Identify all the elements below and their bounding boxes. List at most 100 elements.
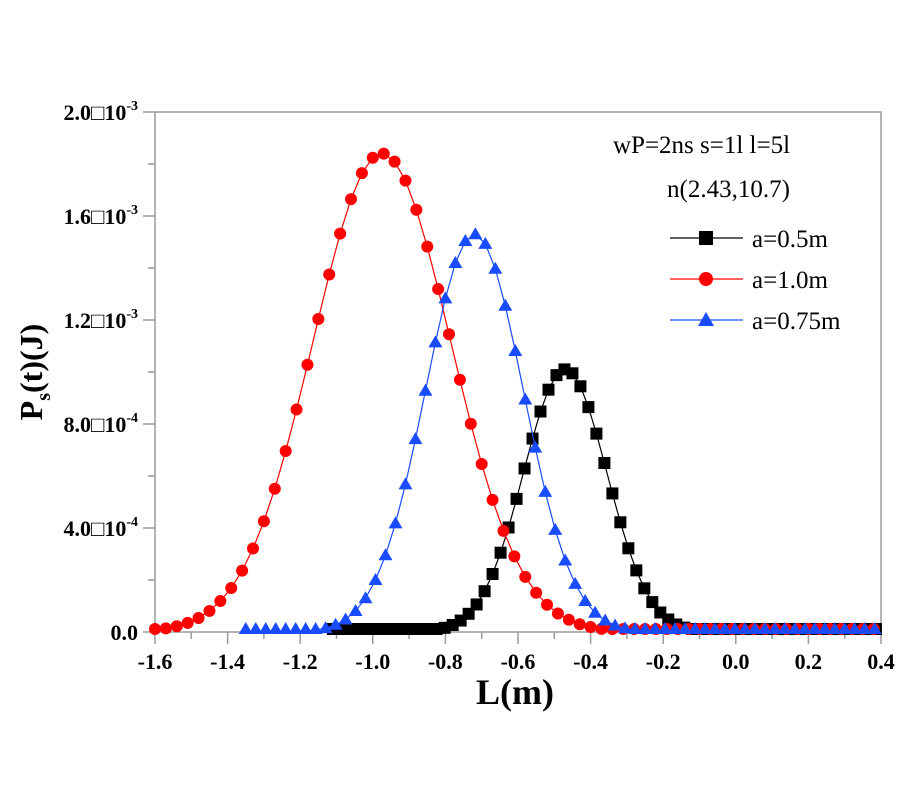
data-point-circle bbox=[410, 203, 423, 216]
data-point-square bbox=[566, 367, 579, 380]
data-point-triangle bbox=[308, 622, 323, 634]
series-a-0-75m bbox=[238, 227, 882, 634]
y-tick-label: 1.6□10-3 bbox=[64, 203, 138, 229]
data-point-circle bbox=[562, 613, 575, 626]
data-point-square bbox=[478, 585, 491, 598]
data-point-square bbox=[598, 457, 611, 469]
y-tick-exponent: -4 bbox=[126, 515, 138, 530]
data-point-triangle bbox=[538, 484, 553, 497]
x-tick-label: 0.0 bbox=[722, 649, 750, 674]
x-tick-label: -1.6 bbox=[138, 649, 173, 674]
legend-label: a=0.5m bbox=[752, 226, 828, 253]
data-point-triangle bbox=[707, 622, 722, 634]
data-point-triangle bbox=[857, 622, 872, 634]
legend-item: a=1.0m bbox=[670, 267, 828, 294]
legend-marker-circle bbox=[699, 272, 713, 286]
data-point-square bbox=[518, 462, 531, 475]
legend-item: a=0.75m bbox=[670, 308, 841, 335]
data-point-circle bbox=[584, 621, 597, 634]
data-point-triangle bbox=[258, 622, 273, 634]
data-point-circle bbox=[453, 373, 466, 386]
x-tick-label: -0.8 bbox=[428, 649, 463, 674]
data-point-triangle bbox=[568, 576, 583, 589]
data-point-circle bbox=[290, 403, 303, 416]
data-point-square bbox=[494, 546, 507, 559]
data-point-square bbox=[542, 383, 555, 396]
data-point-triangle bbox=[797, 622, 812, 634]
x-tick-labels: -1.6 -1.4 -1.2 -1.0 -0.8 -0.6 -0.4 -0.2 0.0 0.2 0.… bbox=[138, 649, 895, 674]
legend-item: a=0.5m bbox=[670, 226, 828, 253]
y-tick-exponent: -4 bbox=[126, 411, 138, 426]
data-point-triangle bbox=[508, 343, 523, 356]
data-point-circle bbox=[203, 604, 216, 617]
data-point-circle bbox=[323, 268, 336, 281]
y-tick-mantissa: 1.2□10 bbox=[64, 308, 127, 333]
data-point-circle bbox=[214, 595, 227, 608]
y-tick-exponent: -3 bbox=[126, 203, 138, 218]
data-point-triangle bbox=[837, 622, 852, 634]
data-point-circle bbox=[497, 524, 510, 537]
data-point-circle bbox=[573, 618, 586, 631]
data-point-triangle bbox=[278, 622, 293, 634]
data-point-square bbox=[510, 492, 523, 505]
y-tick-label: 4.0□10-4 bbox=[64, 515, 138, 541]
data-point-circle bbox=[464, 417, 477, 430]
data-point-triangle bbox=[378, 548, 393, 561]
data-point-triangle bbox=[498, 298, 513, 311]
legend-marker-square bbox=[699, 231, 713, 245]
data-point-triangle bbox=[478, 236, 493, 249]
data-point-triangle bbox=[737, 622, 752, 634]
y-axis-title: Ps(t)(J) bbox=[13, 324, 55, 421]
data-point-triangle bbox=[548, 522, 563, 535]
data-point-circle bbox=[268, 482, 281, 495]
data-point-circle bbox=[486, 493, 499, 506]
legend-marker-triangle bbox=[698, 312, 714, 326]
data-point-circle bbox=[247, 542, 260, 555]
data-point-circle bbox=[595, 622, 608, 635]
x-tick-label: -0.4 bbox=[573, 649, 608, 674]
data-point-triangle bbox=[787, 622, 802, 634]
data-point-triangle bbox=[747, 622, 762, 634]
data-point-triangle bbox=[488, 261, 503, 274]
data-point-square bbox=[622, 542, 635, 555]
data-point-triangle bbox=[338, 612, 353, 625]
data-point-triangle bbox=[638, 622, 653, 634]
data-point-triangle bbox=[528, 440, 543, 453]
data-point-circle bbox=[432, 283, 445, 296]
data-point-circle bbox=[159, 622, 172, 635]
legend-label: a=0.75m bbox=[752, 308, 841, 335]
data-point-square bbox=[630, 564, 643, 577]
data-point-triangle bbox=[368, 573, 383, 585]
data-point-circle bbox=[225, 582, 238, 595]
data-point-circle bbox=[170, 620, 183, 633]
data-point-circle bbox=[279, 445, 292, 458]
y-axis-title-text: Ps(t)(J) bbox=[13, 324, 55, 421]
data-point-triangle bbox=[348, 603, 363, 616]
data-point-triangle bbox=[687, 622, 702, 634]
y-tick-exponent: -3 bbox=[126, 99, 138, 114]
data-point-triangle bbox=[298, 622, 313, 634]
data-point-triangle bbox=[268, 622, 283, 634]
x-tick-label: -0.2 bbox=[646, 649, 681, 674]
data-point-square bbox=[606, 487, 619, 500]
data-point-triangle bbox=[238, 622, 253, 634]
data-point-triangle bbox=[618, 621, 633, 634]
data-point-circle bbox=[541, 598, 554, 611]
data-point-triangle bbox=[608, 618, 623, 631]
data-point-triangle bbox=[518, 392, 533, 405]
x-tick-label: -1.0 bbox=[355, 649, 390, 674]
data-point-triangle bbox=[817, 622, 832, 634]
data-point-triangle bbox=[358, 591, 373, 604]
data-point-triangle bbox=[697, 622, 712, 634]
data-point-triangle bbox=[757, 622, 772, 634]
data-point-square bbox=[638, 582, 651, 595]
data-point-triangle bbox=[398, 477, 413, 490]
data-point-circle bbox=[530, 586, 543, 599]
data-point-triangle bbox=[288, 622, 303, 634]
annotation-pulse-params: wP=2ns s=1l l=5l bbox=[613, 132, 790, 159]
data-point-circle bbox=[192, 611, 205, 624]
x-tick-label: -1.4 bbox=[210, 649, 245, 674]
data-point-circle bbox=[149, 623, 161, 635]
data-point-triangle bbox=[727, 622, 742, 634]
data-point-circle bbox=[236, 564, 249, 577]
